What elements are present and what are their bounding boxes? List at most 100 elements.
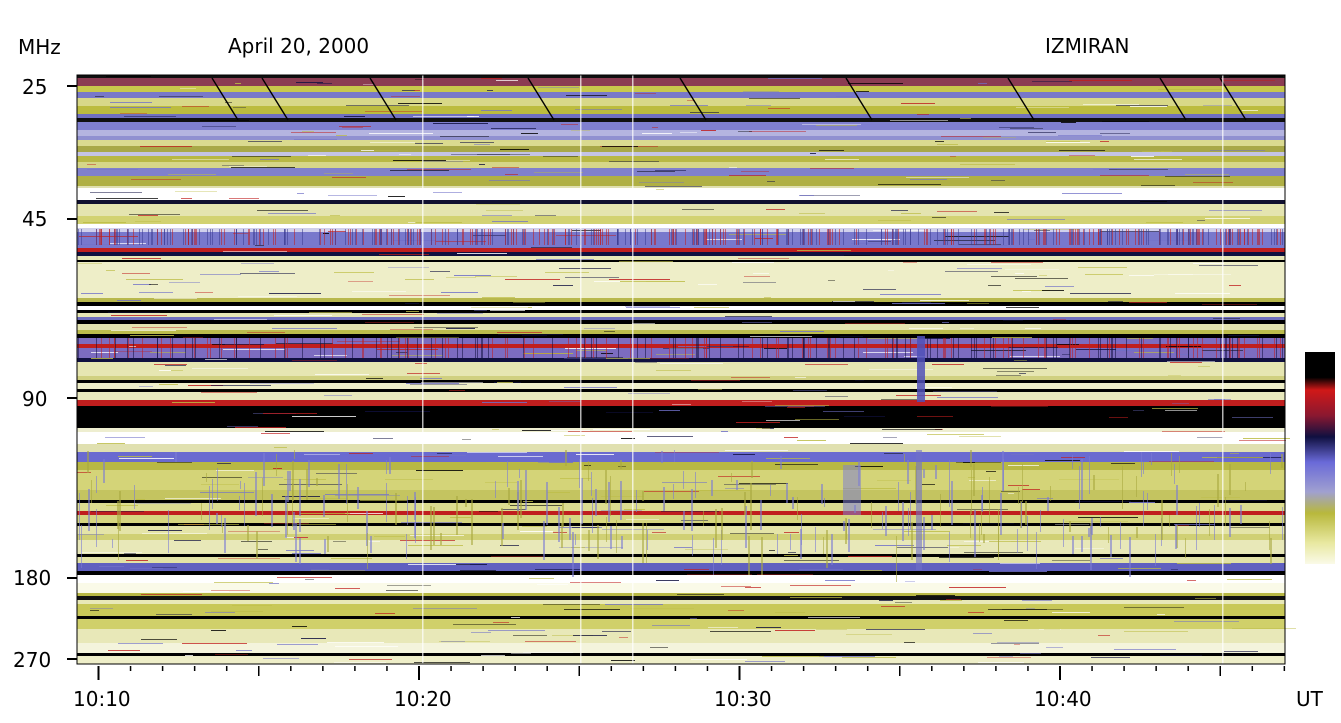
noise-streak xyxy=(605,604,663,605)
frequency-band xyxy=(77,554,1285,557)
frequency-band xyxy=(77,200,1285,204)
noise-streak xyxy=(1044,629,1060,630)
frequency-band xyxy=(77,78,1285,86)
noise-streak xyxy=(1187,580,1196,581)
noise-streak xyxy=(200,120,249,121)
burst-streak xyxy=(1197,229,1198,245)
frequency-band xyxy=(77,86,1285,92)
noise-streak xyxy=(417,556,472,557)
burst-streak xyxy=(887,229,888,245)
burst-streak xyxy=(1281,454,1283,468)
burst-streak xyxy=(858,229,859,245)
burst-streak xyxy=(448,229,449,245)
noise-streak xyxy=(655,452,719,453)
noise-streak xyxy=(1065,521,1128,522)
burst-streak xyxy=(1193,338,1194,358)
burst-streak xyxy=(285,496,287,538)
noise-streak xyxy=(366,378,383,379)
noise-streak xyxy=(96,198,158,199)
vertical-burst-feature xyxy=(843,465,861,515)
burst-streak xyxy=(139,229,140,245)
burst-streak xyxy=(835,229,836,245)
noise-streak xyxy=(1167,361,1215,362)
noise-streak xyxy=(420,378,442,379)
burst-streak xyxy=(704,338,705,358)
burst-streak xyxy=(219,338,220,358)
noise-streak xyxy=(277,644,318,645)
burst-streak xyxy=(1239,229,1240,245)
noise-streak xyxy=(535,215,556,216)
burst-streak xyxy=(183,229,184,245)
burst-streak xyxy=(706,229,707,245)
noise-streak xyxy=(999,127,1034,128)
noise-streak xyxy=(414,327,478,328)
noise-streak xyxy=(1008,347,1058,348)
noise-streak xyxy=(624,509,645,510)
burst-streak xyxy=(620,481,622,520)
noise-streak xyxy=(1006,307,1039,308)
noise-streak xyxy=(304,454,340,455)
burst-streak xyxy=(572,532,574,577)
burst-streak xyxy=(363,229,364,245)
noise-streak xyxy=(433,192,462,193)
noise-streak xyxy=(334,662,386,663)
burst-streak xyxy=(949,460,950,507)
noise-streak xyxy=(1022,291,1031,292)
burst-streak xyxy=(800,229,801,245)
noise-streak xyxy=(1000,563,1040,564)
burst-streak xyxy=(463,229,464,245)
observatory-label: IZMIRAN xyxy=(1045,34,1130,58)
noise-streak xyxy=(246,249,297,250)
burst-streak xyxy=(552,229,553,245)
burst-streak xyxy=(902,502,904,541)
noise-streak xyxy=(956,462,1001,463)
burst-streak xyxy=(608,229,609,245)
burst-streak xyxy=(910,492,911,529)
burst-streak xyxy=(826,530,828,568)
noise-streak xyxy=(165,498,221,499)
noise-streak xyxy=(628,393,670,394)
noise-streak xyxy=(552,635,593,636)
noise-streak xyxy=(987,657,1031,658)
burst-streak xyxy=(172,338,173,358)
noise-streak xyxy=(906,177,969,178)
noise-streak xyxy=(991,180,1005,181)
burst-streak xyxy=(87,451,89,473)
noise-streak xyxy=(491,128,536,129)
noise-streak xyxy=(95,96,104,97)
burst-streak xyxy=(905,229,906,245)
burst-streak xyxy=(951,229,952,245)
noise-streak xyxy=(360,500,407,501)
burst-streak xyxy=(287,471,289,502)
frequency-band xyxy=(77,500,1285,503)
burst-streak xyxy=(937,229,938,245)
burst-streak xyxy=(974,510,976,557)
noise-streak xyxy=(349,659,392,660)
noise-streak xyxy=(407,169,471,170)
noise-streak xyxy=(336,190,373,191)
burst-streak xyxy=(910,338,911,358)
noise-streak xyxy=(674,547,692,548)
noise-streak xyxy=(851,243,891,244)
noise-streak xyxy=(917,416,953,417)
noise-streak xyxy=(963,462,975,463)
noise-streak xyxy=(960,118,971,119)
noise-streak xyxy=(992,337,1032,338)
burst-streak xyxy=(610,526,612,549)
burst-streak xyxy=(1230,338,1231,358)
burst-streak xyxy=(508,229,509,245)
burst-streak xyxy=(320,229,321,245)
noise-streak xyxy=(498,334,563,335)
noise-streak xyxy=(1124,451,1179,452)
noise-streak xyxy=(346,105,409,106)
noise-streak xyxy=(331,558,372,559)
noise-streak xyxy=(937,397,998,398)
burst-streak xyxy=(356,229,357,245)
burst-streak xyxy=(995,229,996,245)
burst-streak xyxy=(505,338,506,358)
noise-streak xyxy=(963,523,1014,524)
burst-streak xyxy=(1176,485,1178,515)
frequency-band xyxy=(77,306,1285,310)
noise-streak xyxy=(450,517,471,518)
burst-streak xyxy=(739,229,740,245)
